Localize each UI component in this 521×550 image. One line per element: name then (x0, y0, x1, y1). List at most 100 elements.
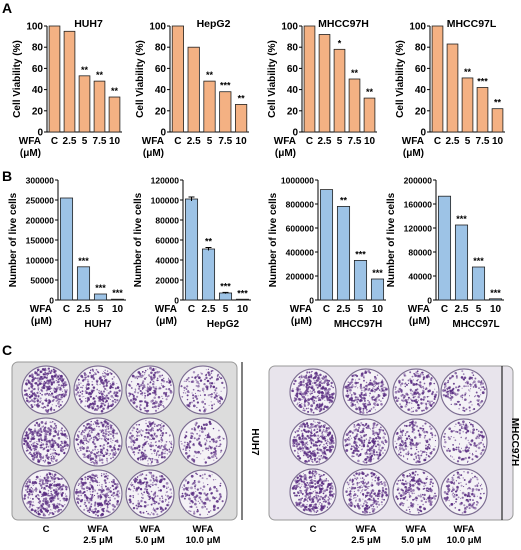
wfa-label: WFA (30, 304, 52, 315)
category-label: 5 (207, 136, 213, 147)
y-tick-label: 40 (287, 85, 299, 96)
category-label: 5 (98, 304, 104, 315)
y-tick-label: 80 (32, 43, 44, 54)
condition-label: WFA (192, 524, 213, 535)
category-label: 10 (364, 136, 376, 147)
well (73, 365, 123, 415)
significance-label: *** (220, 281, 231, 291)
condition-label: WFA (139, 524, 160, 535)
condition-label: 2.5 μM (351, 535, 381, 546)
y-tick-label: 80000 (155, 216, 179, 226)
y-axis-title: Number of live cells (8, 192, 19, 287)
y-tick-label: 60 (287, 64, 299, 75)
bar (431, 25, 444, 133)
category-label: 2.5 (455, 304, 469, 315)
unit-label: (μM) (31, 316, 52, 327)
y-tick-label: 0 (309, 296, 314, 306)
category-label: 5 (82, 136, 88, 147)
well (342, 368, 390, 416)
condition-label: C (310, 524, 317, 535)
condition-label: 10.0 μM (447, 535, 482, 546)
y-axis-title: Cell Viability (%) (395, 40, 406, 118)
significance-label: ** (494, 98, 502, 108)
category-label: 7.5 (476, 136, 490, 147)
category-label: 7.5 (348, 136, 362, 147)
panel-b-label: B (2, 168, 12, 184)
y-tick-label: 80 (287, 43, 299, 54)
condition-label: C (43, 524, 50, 535)
y-tick-label: 800000 (286, 200, 315, 210)
significance-label: ** (206, 70, 214, 80)
bar (491, 108, 504, 133)
significance-label: ** (366, 87, 374, 97)
y-tick-label: 80 (155, 43, 167, 54)
plate-label: MHCC97H (509, 418, 520, 466)
bar (318, 34, 331, 133)
category-label: 2.5 (318, 136, 332, 147)
category-label: 2.5 (187, 136, 201, 147)
y-tick-label: 0 (160, 128, 166, 139)
category-label: 2.5 (337, 304, 351, 315)
wfa-label: WFA (19, 136, 41, 147)
chart-5: 0 50000 100000 150000 200000 250000 300000 Numb… (8, 176, 126, 330)
category-label: 10 (372, 304, 384, 315)
y-tick-label: 50000 (30, 276, 54, 286)
well (125, 469, 175, 519)
y-tick-label: 20 (287, 106, 299, 117)
well (440, 468, 488, 516)
category-label: C (306, 136, 313, 147)
wfa-label: WFA (142, 136, 164, 147)
category-label: 2.5 (202, 304, 216, 315)
plate-label: HUH7 (249, 428, 260, 456)
bar (108, 96, 121, 133)
well (392, 468, 440, 516)
y-tick-label: 80 (415, 43, 427, 54)
chart-xlabel: MHCC97H (334, 319, 382, 330)
y-tick-label: 100 (409, 22, 426, 33)
y-tick-label: 100000 (26, 256, 55, 266)
chart-8: 0 40000 80000 120000 160000 200000 Number of l… (386, 176, 504, 330)
wfa-label: WFA (274, 136, 296, 147)
y-tick-label: 0 (292, 128, 298, 139)
bar (353, 259, 368, 301)
wfa-label: WFA (402, 136, 424, 147)
bar (235, 104, 248, 133)
significance-label: * (338, 38, 342, 48)
y-tick-label: 600000 (286, 224, 315, 234)
category-label: C (51, 136, 58, 147)
well (289, 418, 337, 466)
well (392, 368, 440, 416)
unit-label: (μM) (143, 148, 164, 159)
y-tick-label: 0 (37, 128, 43, 139)
bar (437, 195, 452, 301)
bar (48, 25, 61, 133)
well (289, 468, 337, 516)
wfa-label: WFA (408, 304, 430, 315)
condition-label: WFA (87, 524, 108, 535)
y-tick-label: 150000 (26, 236, 55, 246)
bar (348, 78, 361, 133)
y-tick-label: 0 (427, 296, 432, 306)
y-tick-label: 40 (415, 85, 427, 96)
well (289, 368, 337, 416)
bar (171, 25, 184, 133)
y-tick-label: 80000 (408, 248, 432, 258)
well (125, 365, 175, 415)
bar (333, 48, 346, 133)
chart-title: MHCC97L (447, 18, 497, 30)
well (21, 469, 71, 519)
category-label: 10 (490, 304, 502, 315)
bar (476, 87, 489, 133)
panel-a-label: A (2, 0, 12, 16)
well (392, 418, 440, 466)
y-tick-label: 120000 (404, 224, 433, 234)
y-tick-label: 60 (415, 64, 427, 75)
y-tick-label: 0 (420, 128, 426, 139)
y-tick-label: 0 (174, 296, 179, 306)
y-axis-title: Cell Viability (%) (12, 40, 23, 118)
y-tick-label: 100 (281, 22, 298, 33)
y-tick-label: 60 (155, 64, 167, 75)
